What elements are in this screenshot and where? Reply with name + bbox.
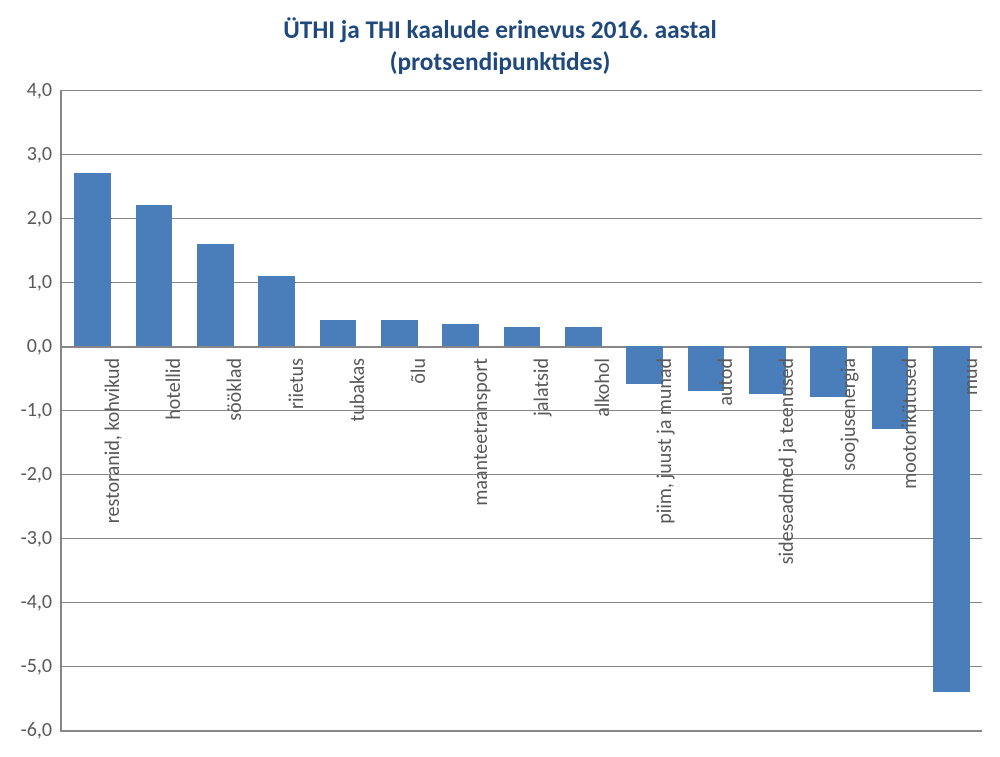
y-tick-label: -5,0 [21, 654, 62, 678]
chart-title-line1: ÜTHI ja THI kaalude erinevus 2016. aasta… [0, 14, 1000, 46]
y-tick-label: -1,0 [21, 398, 62, 422]
category-label: alkohol [593, 358, 613, 417]
y-tick-label: 1,0 [27, 270, 62, 294]
y-tick-label: 4,0 [27, 78, 62, 102]
y-tick-label: 2,0 [27, 206, 62, 230]
bar [136, 205, 173, 346]
category-label: muu [961, 358, 981, 395]
bar [320, 320, 357, 346]
category-label: piim, juust ja munad [655, 358, 675, 524]
category-label: autod [716, 358, 736, 406]
bar [258, 276, 295, 346]
bar [197, 244, 234, 346]
bar [74, 173, 111, 346]
category-label: jalatsid [532, 358, 552, 416]
chart-title: ÜTHI ja THI kaalude erinevus 2016. aasta… [0, 14, 1000, 78]
category-label: õlu [409, 358, 429, 384]
gridline [62, 538, 982, 539]
bar [504, 327, 541, 346]
y-tick-label: -4,0 [21, 590, 62, 614]
category-label: tubakas [348, 358, 368, 421]
gridline [62, 90, 982, 91]
gridline [62, 154, 982, 155]
gridline [62, 666, 982, 667]
gridline [62, 218, 982, 219]
chart-title-line2: (protsendipunktides) [0, 46, 1000, 78]
y-tick-label: 3,0 [27, 142, 62, 166]
category-label: hotellid [164, 358, 184, 420]
bar-chart: ÜTHI ja THI kaalude erinevus 2016. aasta… [0, 0, 1000, 757]
y-tick-label: -2,0 [21, 462, 62, 486]
y-tick-label: -3,0 [21, 526, 62, 550]
category-label: maanteetransport [471, 358, 491, 506]
category-label: soojusenergia [839, 358, 859, 471]
category-label: sööklad [225, 358, 245, 421]
bar [381, 320, 418, 346]
plot-area: -6,0-5,0-4,0-3,0-2,0-1,00,01,02,03,04,0r… [60, 90, 982, 732]
bar [933, 346, 970, 692]
bar [565, 327, 602, 346]
category-label: sideseadmed ja teenused [777, 358, 797, 564]
category-label: riietus [287, 358, 307, 409]
gridline [62, 474, 982, 475]
y-tick-label: -6,0 [21, 718, 62, 742]
gridline [62, 602, 982, 603]
bar [442, 324, 479, 346]
category-label: restoranid, kohvikud [103, 358, 123, 523]
category-label: mootorikütused [900, 358, 920, 489]
y-tick-label: 0,0 [27, 334, 62, 358]
